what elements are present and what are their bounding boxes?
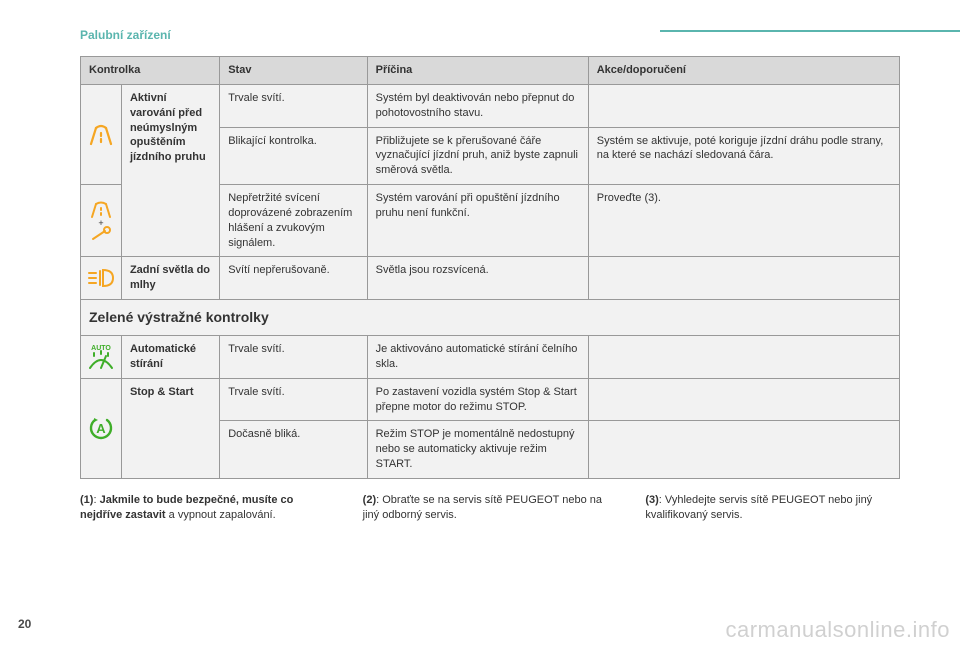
page-number: 20 [18, 617, 31, 631]
svg-text:A: A [96, 421, 106, 436]
icon-cell [81, 84, 122, 184]
table-row: AUTO Automatické stírání Trvale svítí. J… [81, 336, 900, 379]
lane-assist-icon [87, 122, 115, 146]
page-content: Palubní zařízení Kontrolka Stav Příčina … [0, 0, 960, 523]
cell-stav: Dočasně bliká. [220, 421, 367, 479]
cell-pricina: Světla jsou rozsvícená. [367, 257, 588, 300]
table-header-row: Kontrolka Stav Příčina Akce/doporučení [81, 57, 900, 85]
auto-wiper-icon: AUTO [86, 342, 116, 372]
cell-pricina: Režim STOP je momentálně nedostupný nebo… [367, 421, 588, 479]
cell-pricina: Systém byl deaktivován nebo přepnut do p… [367, 84, 588, 127]
icon-cell: + [81, 185, 122, 257]
col-kontrolka: Kontrolka [81, 57, 220, 85]
table-row: A Stop & Start Trvale svítí. Po zastaven… [81, 378, 900, 421]
cell-akce: Proveďte (3). [588, 185, 899, 257]
table-row: Zadní světla do mlhy Svítí nepřerušovaně… [81, 257, 900, 300]
col-stav: Stav [220, 57, 367, 85]
cell-stav: Trvale svítí. [220, 378, 367, 421]
lane-assist-plus-wrench-icon: + [87, 199, 115, 243]
cell-pricina: Přibližujete se k přerušované čáře vyzna… [367, 127, 588, 185]
cell-stav: Svítí nepřerušovaně. [220, 257, 367, 300]
header-accent-bar [660, 30, 960, 32]
col-akce: Akce/doporučení [588, 57, 899, 85]
row-label: Zadní světla do mlhy [121, 257, 219, 300]
cell-pricina: Po zastavení vozidla systém Stop & Start… [367, 378, 588, 421]
cell-stav: Trvale svítí. [220, 84, 367, 127]
rear-fog-light-icon [86, 267, 116, 289]
footnote-1: (1): Jakmile to bude bezpečné, musíte co… [80, 493, 335, 523]
cell-akce [588, 421, 899, 479]
cell-akce [588, 84, 899, 127]
icon-cell: A [81, 378, 122, 478]
cell-akce: Systém se aktivuje, poté koriguje jízdní… [588, 127, 899, 185]
footnote-1-rest: a vypnout zapalování. [166, 509, 276, 521]
col-pricina: Příčina [367, 57, 588, 85]
cell-stav: Nepřetržité svícení doprovázené zobrazen… [220, 185, 367, 257]
table-row: Aktivní varování před neúmyslným opuštěn… [81, 84, 900, 127]
green-section-title: Zelené výstražné kontrolky [81, 300, 900, 336]
green-section-header: Zelené výstražné kontrolky [81, 300, 900, 336]
row-label: Stop & Start [121, 378, 219, 478]
icon-cell: AUTO [81, 336, 122, 379]
cell-pricina: Systém varování při opuštění jízdního pr… [367, 185, 588, 257]
footnote-3-prefix: (3) [645, 494, 658, 506]
cell-akce [588, 378, 899, 421]
cell-stav: Blikající kontrolka. [220, 127, 367, 185]
footnote-3: (3): Vyhledejte servis sítě PEUGEOT nebo… [645, 493, 900, 523]
warning-lights-table: Kontrolka Stav Příčina Akce/doporučení [80, 56, 900, 479]
footnotes: (1): Jakmile to bude bezpečné, musíte co… [80, 493, 900, 523]
cell-pricina: Je aktivováno automatické stírání čelníh… [367, 336, 588, 379]
svg-text:+: + [98, 218, 103, 228]
footnote-2-text: Obraťte se na servis sítě PEUGEOT nebo n… [363, 494, 602, 521]
footnote-3-text: Vyhledejte servis sítě PEUGEOT nebo jiný… [645, 494, 872, 521]
stop-start-icon: A [87, 414, 115, 442]
watermark: carmanualsonline.info [725, 617, 950, 643]
icon-cell [81, 257, 122, 300]
footnote-2-prefix: (2) [363, 494, 376, 506]
cell-stav: Trvale svítí. [220, 336, 367, 379]
footnote-1-prefix: (1) [80, 494, 93, 506]
row-label: Automatické stírání [121, 336, 219, 379]
cell-akce [588, 257, 899, 300]
row-label: Aktivní varování před neúmyslným opuštěn… [121, 84, 219, 257]
footnote-2: (2): Obraťte se na servis sítě PEUGEOT n… [363, 493, 618, 523]
cell-akce [588, 336, 899, 379]
